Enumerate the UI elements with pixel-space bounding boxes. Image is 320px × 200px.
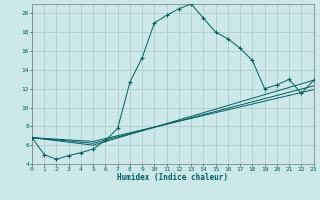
X-axis label: Humidex (Indice chaleur): Humidex (Indice chaleur) bbox=[117, 173, 228, 182]
